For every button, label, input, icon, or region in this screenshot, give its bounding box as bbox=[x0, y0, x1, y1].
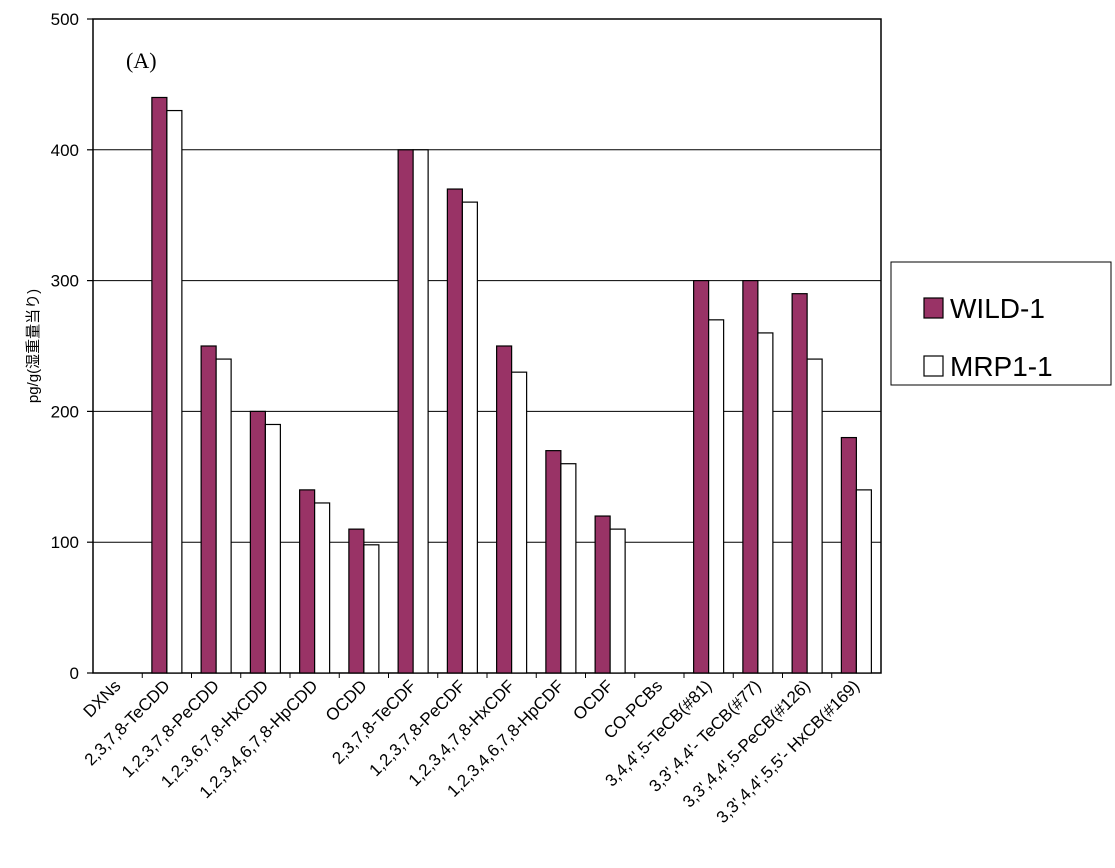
legend-swatch-mrp1-1 bbox=[923, 355, 944, 377]
bar-wild-1-4 bbox=[299, 489, 316, 674]
legend-swatch-wild-1 bbox=[923, 297, 944, 319]
x-axis-category-labels: DXNs2,3,7,8-TeCDD1,2,3,7,8-PeCDD1,2,3,6,… bbox=[80, 676, 864, 827]
y-tick-label: 200 bbox=[51, 402, 79, 421]
legend-label-wild-1: WILD-1 bbox=[950, 293, 1045, 324]
bar-mrp1-1-8 bbox=[511, 371, 528, 674]
bar-wild-1-9 bbox=[545, 450, 562, 674]
bar-mrp1-1-4 bbox=[314, 502, 331, 674]
bar-wild-1-8 bbox=[496, 345, 513, 674]
bar-mrp1-1-1 bbox=[166, 109, 183, 674]
bar-wild-1-6 bbox=[397, 149, 414, 674]
bar-wild-1-13 bbox=[742, 280, 759, 674]
bar-wild-1-7 bbox=[446, 188, 463, 674]
y-tick-label: 400 bbox=[51, 141, 79, 160]
panel-label: (A) bbox=[126, 48, 157, 73]
bar-wild-1-10 bbox=[594, 515, 611, 674]
x-category-label: 2,3,7,8-TeCDD bbox=[81, 676, 174, 769]
bar-mrp1-1-5 bbox=[363, 544, 380, 674]
bar-wild-1-5 bbox=[348, 528, 365, 674]
x-category-label: OCDF bbox=[569, 676, 616, 723]
bar-wild-1-3 bbox=[249, 410, 266, 674]
bar-mrp1-1-2 bbox=[215, 358, 232, 674]
bar-mrp1-1-3 bbox=[264, 423, 281, 674]
bar-wild-1-14 bbox=[791, 293, 808, 674]
bar-mrp1-1-12 bbox=[708, 319, 725, 674]
x-category-label: 2,3,7,8-TeCDF bbox=[328, 676, 420, 768]
bar-mrp1-1-10 bbox=[609, 528, 626, 674]
y-axis-label: pg/g(湿重量当り) bbox=[25, 289, 42, 403]
y-axis-ticks: 0 100 200 300 400 500 bbox=[51, 10, 93, 683]
bar-wild-1-1 bbox=[151, 96, 168, 674]
bar-mrp1-1-9 bbox=[560, 463, 577, 674]
y-tick-label: 0 bbox=[70, 664, 79, 683]
y-tick-label: 500 bbox=[51, 10, 79, 29]
legend-label-mrp1-1: MRP1-1 bbox=[950, 351, 1053, 382]
bar-mrp1-1-13 bbox=[757, 332, 774, 674]
bar-wild-1-12 bbox=[693, 280, 710, 674]
bar-mrp1-1-6 bbox=[412, 149, 429, 674]
bar-wild-1-15 bbox=[840, 436, 857, 674]
y-tick-label: 100 bbox=[51, 533, 79, 552]
bar-mrp1-1-7 bbox=[461, 201, 478, 674]
x-category-label: DXNs bbox=[80, 676, 125, 721]
x-category-label: OCDD bbox=[322, 676, 371, 725]
bar-mrp1-1-15 bbox=[855, 489, 872, 674]
bars bbox=[141, 96, 872, 678]
bar-mrp1-1-14 bbox=[806, 358, 823, 674]
bar-wild-1-2 bbox=[200, 345, 217, 674]
y-tick-label: 300 bbox=[51, 272, 79, 291]
legend: WILD-1 MRP1-1 bbox=[890, 261, 1112, 386]
